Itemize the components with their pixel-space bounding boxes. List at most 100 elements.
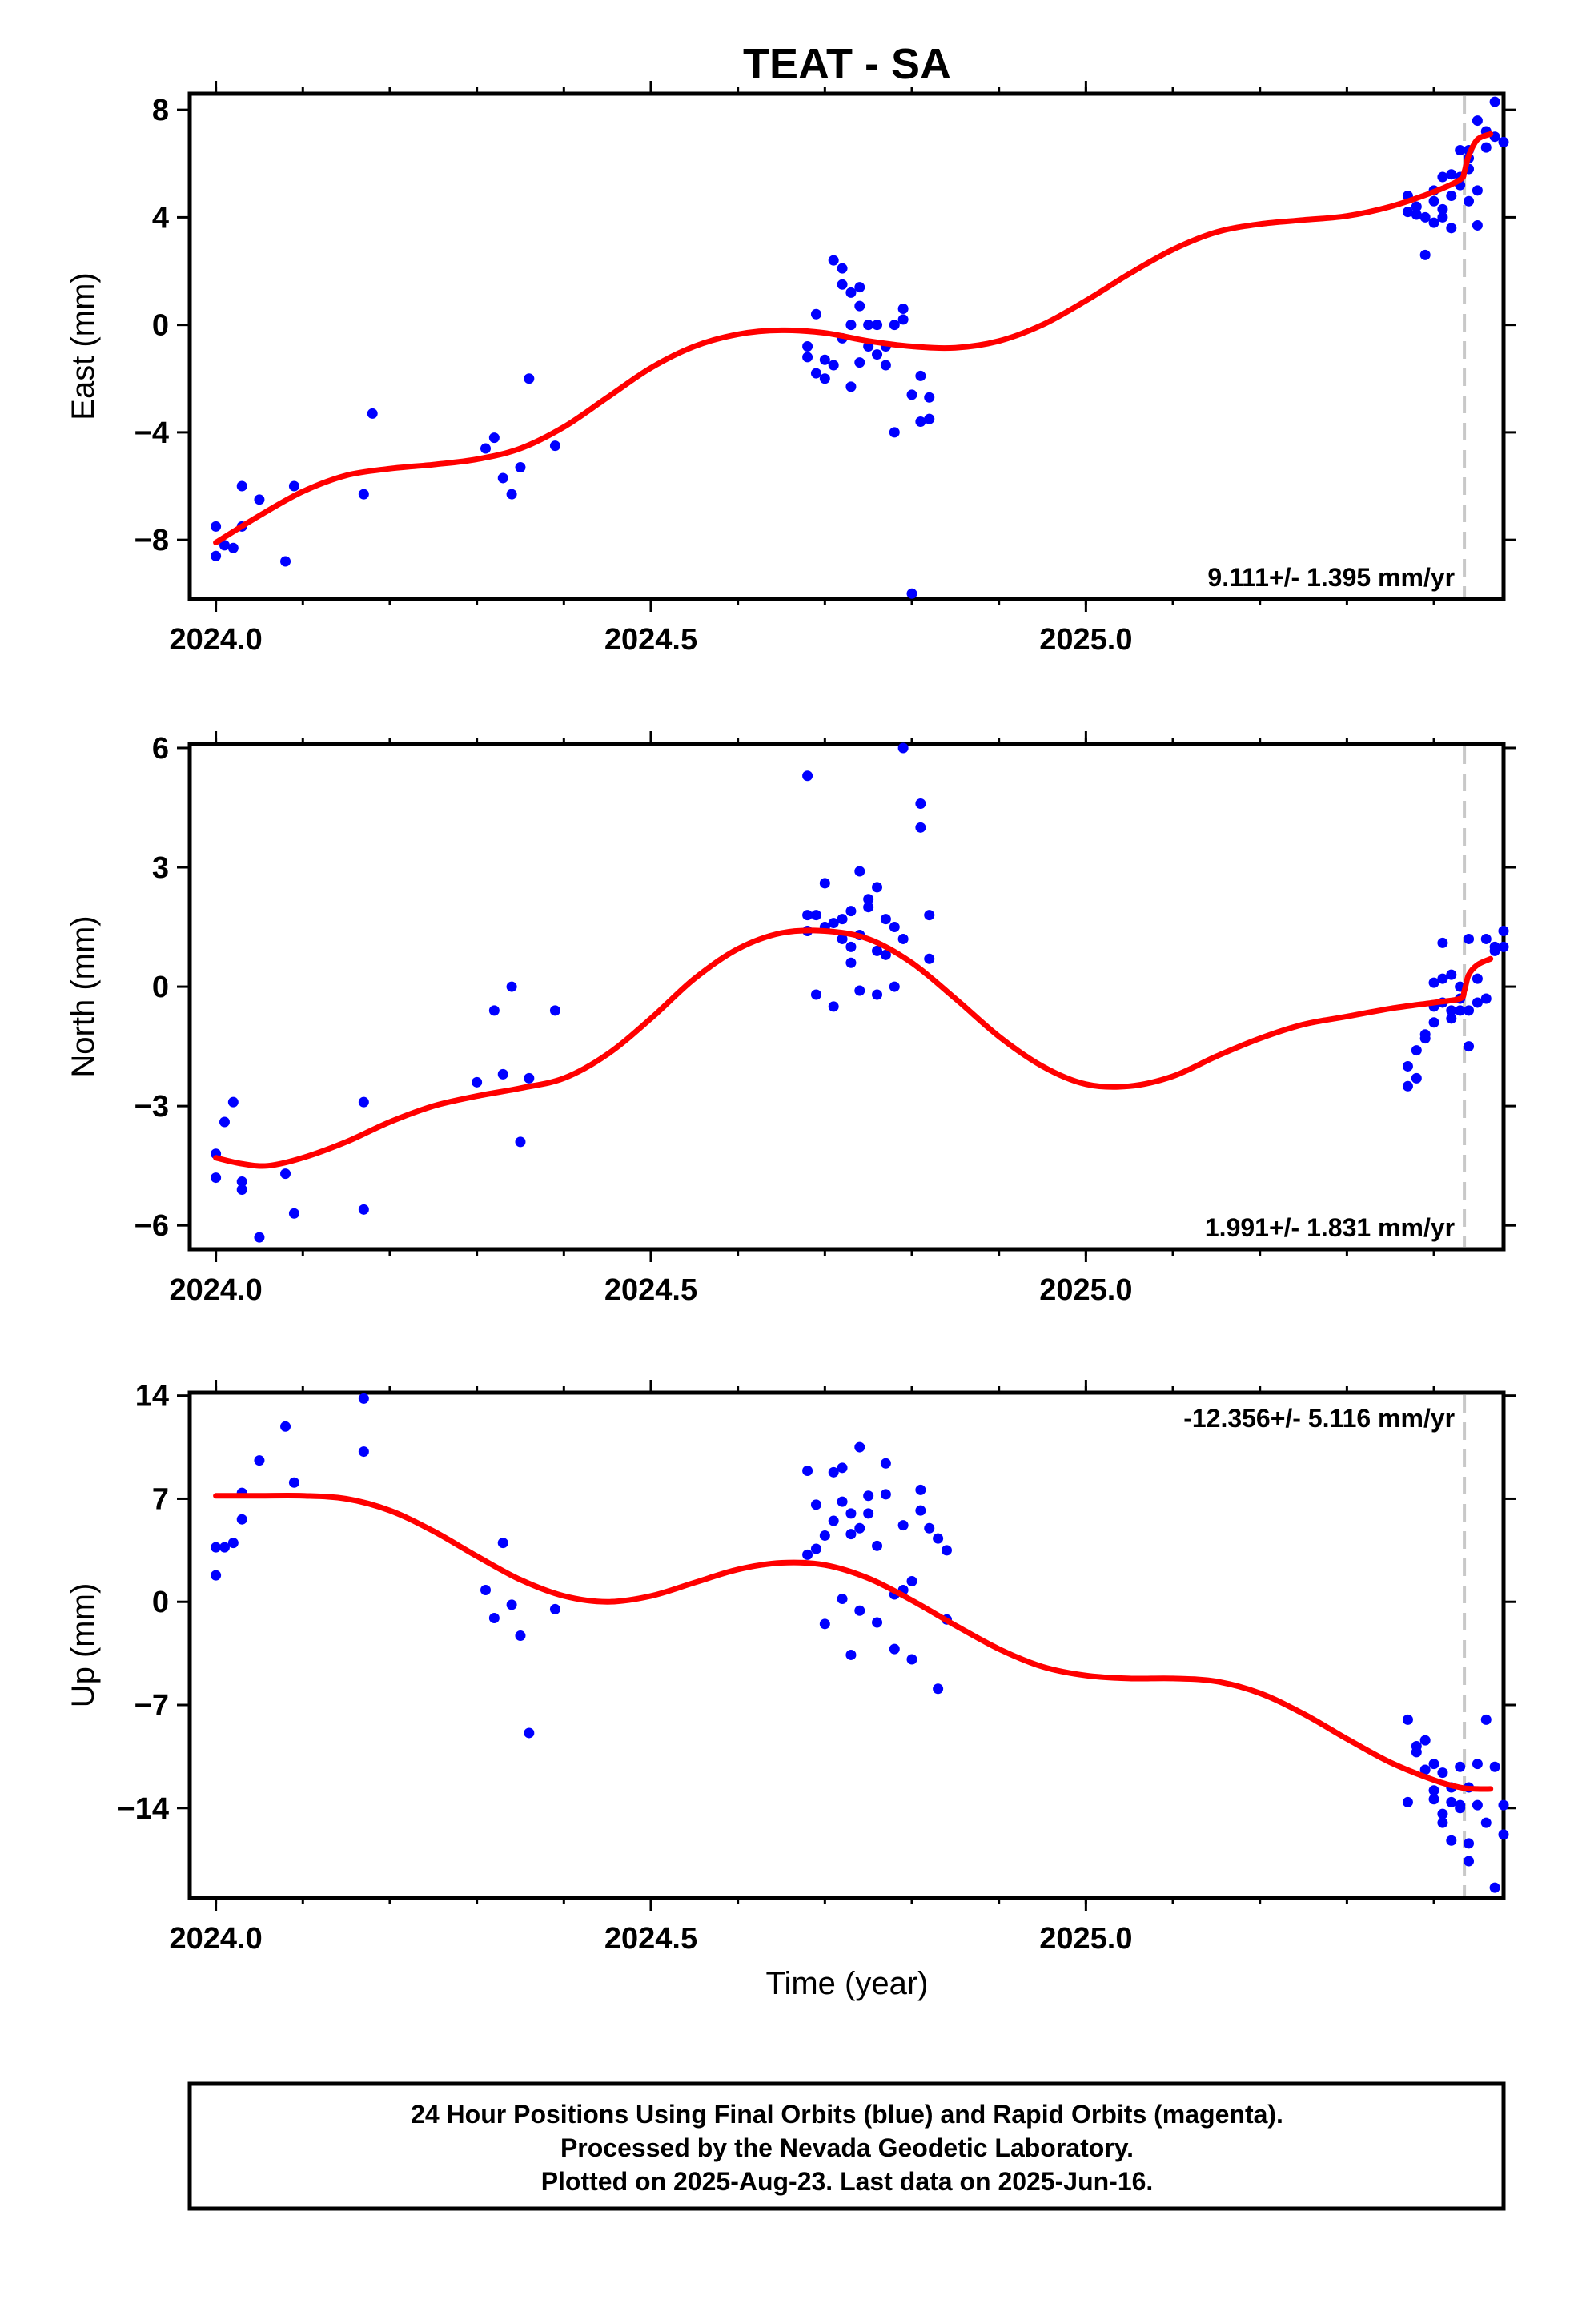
data-point — [924, 910, 935, 921]
data-point — [872, 320, 883, 331]
data-point — [880, 1489, 891, 1500]
data-point — [506, 1599, 517, 1610]
east-panel: 2024.0 2024.5 2025.0 −8 −4 0 4 8 East (mm) 9.111+… — [66, 81, 1516, 657]
data-point — [941, 1545, 952, 1556]
data-point — [1472, 115, 1483, 127]
data-point — [906, 588, 917, 599]
data-point — [810, 308, 821, 320]
data-point — [358, 1393, 369, 1404]
data-point — [828, 255, 839, 266]
data-point — [1455, 1005, 1466, 1016]
data-point — [802, 770, 813, 782]
data-point — [1446, 169, 1457, 180]
data-point — [854, 282, 865, 293]
data-point — [845, 941, 857, 952]
up-plot-frame — [187, 1390, 1506, 1900]
caption-line-1: 24 Hour Positions Using Final Orbits (bl… — [411, 2100, 1283, 2129]
data-point — [1411, 1072, 1422, 1084]
data-point — [915, 1484, 926, 1495]
data-point — [1428, 977, 1439, 988]
data-point — [1411, 209, 1422, 220]
data-point — [819, 354, 830, 365]
data-point — [1464, 933, 1475, 944]
data-point — [1498, 1799, 1509, 1811]
data-point — [1428, 1017, 1439, 1028]
data-point — [889, 922, 900, 933]
data-point — [897, 933, 909, 944]
data-point — [837, 1496, 848, 1507]
data-point — [506, 489, 517, 500]
data-point — [219, 1542, 230, 1553]
north-panel: 2024.0 2024.5 2025.0 −6 −3 0 3 6 North (mm) 1.991… — [66, 731, 1516, 1307]
data-point — [845, 1508, 857, 1519]
data-point — [280, 556, 291, 567]
data-point — [906, 1575, 917, 1586]
data-point — [1472, 1799, 1483, 1811]
data-point — [845, 287, 857, 298]
y-tick-label: 14 — [135, 1380, 169, 1413]
data-point — [828, 360, 839, 371]
data-point — [854, 1522, 865, 1534]
y-tick-label: 7 — [152, 1482, 169, 1516]
data-point — [837, 933, 848, 944]
east-y-axis-label: East (mm) — [66, 272, 101, 420]
data-point — [254, 494, 265, 505]
data-point — [802, 1549, 813, 1560]
x-tick-label: 2024.0 — [169, 1922, 262, 1956]
north-plot-frame — [187, 742, 1506, 1252]
data-point — [828, 1466, 839, 1478]
data-point — [828, 918, 839, 929]
data-point — [845, 320, 857, 331]
data-point — [1411, 201, 1422, 212]
data-point — [1498, 1829, 1509, 1840]
data-point — [819, 1530, 830, 1541]
data-point — [1428, 1785, 1439, 1796]
data-point — [837, 1594, 848, 1605]
x-tick-label: 2024.5 — [604, 1273, 697, 1307]
data-point — [1446, 1796, 1457, 1807]
data-point — [506, 981, 517, 992]
data-point — [1437, 211, 1448, 223]
north-y-axis-label: North (mm) — [66, 915, 101, 1077]
data-point — [845, 1529, 857, 1540]
data-point — [549, 1603, 560, 1614]
data-point — [280, 1421, 291, 1432]
y-tick-label: 6 — [152, 732, 169, 766]
data-point — [288, 480, 299, 492]
data-point — [924, 392, 935, 403]
data-point — [810, 989, 821, 1000]
data-point — [863, 894, 874, 905]
data-point — [549, 440, 560, 452]
data-point — [1464, 1041, 1475, 1052]
data-point — [924, 953, 935, 964]
x-tick-label: 2024.5 — [604, 1922, 697, 1956]
data-point — [227, 1096, 239, 1108]
data-point — [889, 320, 900, 331]
data-point — [863, 1490, 874, 1502]
y-tick-label: 0 — [152, 309, 169, 343]
data-point — [515, 1630, 526, 1642]
data-point — [819, 373, 830, 384]
data-point — [497, 472, 508, 484]
data-point — [1402, 1714, 1413, 1725]
data-point — [1446, 223, 1457, 234]
data-point — [227, 542, 239, 553]
data-point — [1419, 211, 1431, 223]
east-plot-frame — [187, 91, 1506, 601]
data-point — [1437, 937, 1448, 948]
x-tick-label: 2025.0 — [1039, 623, 1132, 657]
data-point — [1428, 1794, 1439, 1805]
data-point — [1411, 1741, 1422, 1752]
data-point — [1464, 1838, 1475, 1849]
x-tick-label: 2025.0 — [1039, 1922, 1132, 1956]
caption-line-2: Processed by the Nevada Geodetic Laborat… — [560, 2133, 1134, 2162]
data-point — [872, 1617, 883, 1628]
data-point — [1437, 1817, 1448, 1828]
data-point — [358, 1204, 369, 1215]
x-tick-label: 2024.0 — [169, 623, 262, 657]
data-point — [1446, 1005, 1457, 1016]
data-point — [524, 373, 535, 384]
east-fit-curve — [213, 131, 1494, 545]
data-point — [933, 1533, 944, 1544]
data-point — [219, 1116, 230, 1128]
